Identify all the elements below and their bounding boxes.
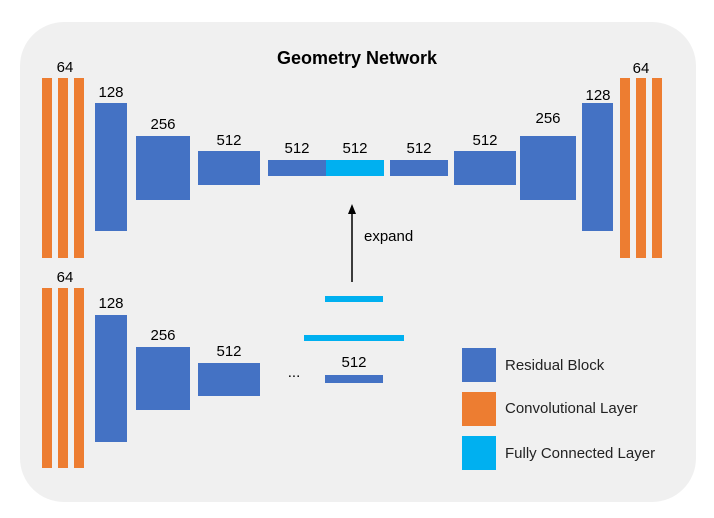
top-label-512-bottleneck-left: 512 — [284, 140, 310, 157]
bottom-label-256: 256 — [150, 327, 176, 344]
bottom-conv-bar-3 — [74, 288, 84, 468]
top-label-256-right: 256 — [535, 110, 561, 127]
diagram-panel — [20, 22, 696, 502]
bottom-label-512-a: 512 — [216, 343, 242, 360]
top-label-512-bottleneck-right: 512 — [406, 140, 432, 157]
top-encoder-block-256 — [136, 136, 190, 200]
top-left-conv-bar-3 — [74, 78, 84, 258]
legend-residual-label: Residual Block — [505, 357, 605, 374]
bottom-block-128 — [95, 315, 127, 442]
bottom-block-512-small — [325, 375, 383, 383]
bottom-block-512 — [198, 363, 260, 396]
bottom-label-64: 64 — [56, 269, 74, 286]
legend-fc-label: Fully Connected Layer — [505, 445, 656, 462]
top-left-conv-bar-2 — [58, 78, 68, 258]
top-decoder-block-128 — [582, 103, 613, 231]
legend-residual-swatch — [462, 348, 496, 382]
top-decoder-block-256 — [520, 136, 576, 200]
top-label-512-left: 512 — [216, 132, 242, 149]
bottom-label-512-b: 512 — [341, 354, 367, 371]
bottom-block-256 — [136, 347, 190, 410]
legend-conv-swatch — [462, 392, 496, 426]
bottom-ellipsis: ... — [287, 364, 301, 381]
bottom-fc-short — [325, 296, 383, 302]
legend-fc-swatch — [462, 436, 496, 470]
expand-label: expand — [364, 228, 414, 245]
top-label-512-bottleneck-mid: 512 — [342, 140, 368, 157]
diagram-title: Geometry Network — [276, 48, 438, 68]
top-label-256-left: 256 — [150, 116, 176, 133]
top-encoder-block-128 — [95, 103, 127, 231]
top-label-64-left: 64 — [56, 59, 74, 76]
top-left-conv-bar-1 — [42, 78, 52, 258]
top-decoder-block-512 — [454, 151, 516, 185]
bottom-label-128: 128 — [98, 295, 124, 312]
top-bottleneck-block-right — [390, 160, 448, 176]
top-label-128-right: 128 — [585, 87, 611, 104]
top-label-128-left: 128 — [98, 84, 124, 101]
legend-conv-label: Convolutional Layer — [505, 400, 638, 417]
bottom-conv-bar-1 — [42, 288, 52, 468]
bottom-conv-bar-2 — [58, 288, 68, 468]
top-encoder-block-512 — [198, 151, 260, 185]
top-right-conv-bar-3 — [652, 78, 662, 258]
top-bottleneck-fc — [326, 160, 384, 176]
top-right-conv-bar-1 — [620, 78, 630, 258]
top-right-conv-bar-2 — [636, 78, 646, 258]
bottom-fc-long — [304, 335, 404, 341]
top-label-512-right: 512 — [472, 132, 498, 149]
top-label-64-right: 64 — [632, 60, 650, 77]
top-bottleneck-block-left — [268, 160, 326, 176]
